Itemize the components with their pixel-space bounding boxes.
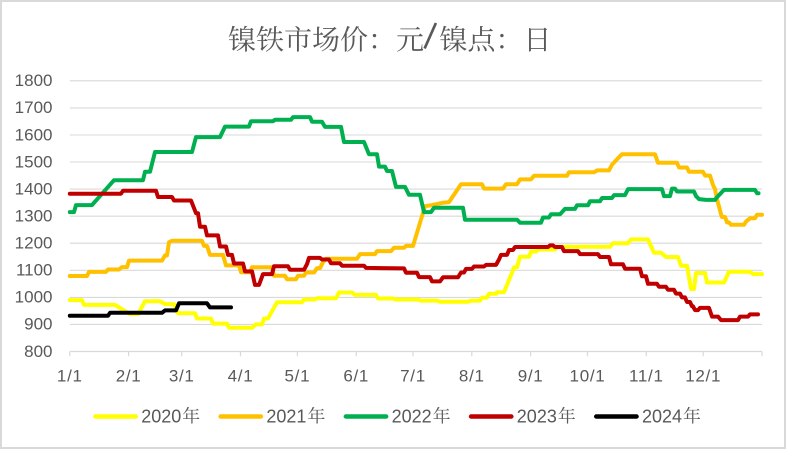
svg-text:1400: 1400 [15, 179, 53, 198]
svg-text:900: 900 [24, 315, 52, 334]
svg-text:7/1: 7/1 [400, 367, 426, 386]
svg-text:1200: 1200 [15, 234, 53, 253]
svg-text:1500: 1500 [15, 152, 53, 171]
svg-text:6/1: 6/1 [343, 367, 369, 386]
svg-text:1/1: 1/1 [57, 367, 83, 386]
svg-text:2021: 2021 [266, 406, 306, 426]
svg-text:11/1: 11/1 [629, 367, 664, 386]
svg-text:1300: 1300 [15, 207, 53, 226]
svg-text:8/1: 8/1 [459, 367, 485, 386]
svg-text:1700: 1700 [15, 98, 53, 117]
svg-text:1100: 1100 [16, 261, 53, 280]
svg-text:1800: 1800 [15, 71, 53, 90]
svg-text:3/1: 3/1 [169, 367, 195, 386]
svg-text:10/1: 10/1 [570, 367, 606, 386]
svg-text:2022: 2022 [392, 406, 432, 426]
svg-text:4/1: 4/1 [228, 367, 254, 386]
svg-text:2023: 2023 [517, 406, 557, 426]
svg-text:1600: 1600 [15, 125, 53, 144]
svg-text:2024: 2024 [642, 406, 682, 426]
svg-text:800: 800 [24, 342, 52, 361]
svg-text:9/1: 9/1 [518, 367, 544, 386]
svg-text:2020: 2020 [141, 406, 181, 426]
svg-text:12/1: 12/1 [685, 367, 721, 386]
svg-text:2/1: 2/1 [116, 367, 142, 386]
svg-text:1000: 1000 [15, 288, 53, 307]
svg-text:5/1: 5/1 [285, 367, 311, 386]
